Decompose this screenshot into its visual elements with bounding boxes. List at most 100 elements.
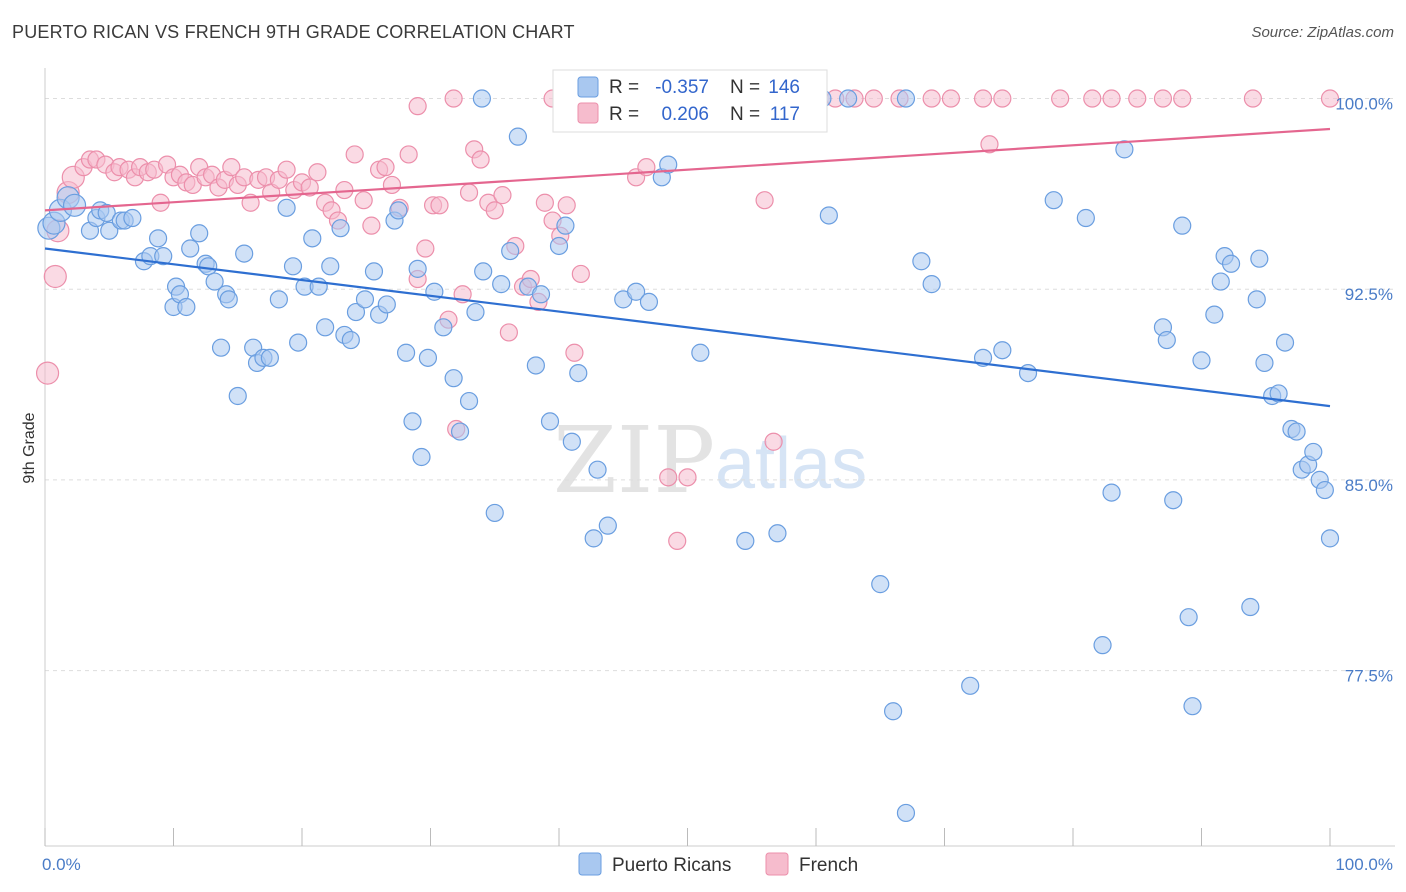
puerto-rican-point-22 — [190, 224, 209, 243]
trend-line-french — [44, 127, 1331, 212]
y-tick-label-1: 85.0% — [1345, 476, 1393, 495]
puerto-rican-point-114 — [1221, 254, 1241, 273]
french-point-38 — [300, 178, 319, 197]
puerto-rican-point-9 — [100, 221, 119, 240]
legend-r-value-1: -0.357 — [655, 77, 709, 98]
french-point-48 — [376, 158, 395, 177]
puerto-rican-point-93 — [912, 252, 931, 271]
puerto-rican-point-126 — [1304, 442, 1323, 462]
puerto-rican-point-72 — [531, 285, 551, 304]
bottom-legend-swatch-puerto-ricans — [578, 852, 602, 876]
bottom-legend-swatch-french — [765, 852, 789, 876]
puerto-rican-point-43 — [321, 257, 340, 276]
puerto-rican-point-97 — [993, 341, 1012, 360]
french-points — [35, 89, 1340, 551]
trend-lines — [44, 127, 1331, 408]
puerto-rican-point-37 — [283, 257, 303, 276]
puerto-rican-point-58 — [418, 348, 438, 367]
puerto-rican-point-68 — [501, 241, 520, 261]
french-point-0 — [35, 361, 60, 385]
french-point-35 — [277, 160, 296, 179]
french-point-107 — [1051, 89, 1070, 108]
french-point-63 — [485, 201, 504, 220]
chart-source: Source: ZipAtlas.com — [1251, 24, 1394, 41]
puerto-rican-point-55 — [403, 412, 422, 431]
french-point-106 — [993, 89, 1012, 108]
puerto-rican-point-130 — [472, 89, 491, 108]
puerto-rican-point-24 — [199, 257, 218, 276]
puerto-rican-point-86 — [691, 343, 710, 362]
french-point-82 — [764, 432, 783, 451]
french-point-64 — [493, 186, 512, 205]
puerto-rican-point-101 — [1093, 636, 1112, 655]
watermark-zip: ZIP — [553, 407, 715, 514]
puerto-rican-point-73 — [540, 412, 560, 431]
french-point-83 — [980, 135, 999, 154]
puerto-rican-point-53 — [389, 201, 408, 220]
puerto-rican-point-112 — [1211, 272, 1230, 291]
puerto-rican-point-65 — [474, 262, 493, 281]
y-tick-label-2: 92.5% — [1345, 285, 1393, 304]
puerto-rican-point-99 — [1044, 191, 1063, 210]
french-point-75 — [571, 264, 590, 284]
bottom-legend-label-french: French — [799, 855, 858, 876]
french-point-78 — [659, 468, 678, 487]
legend: R = -0.357 N = 146 R = 0.206 N = 117 — [552, 69, 828, 133]
french-point-74 — [565, 343, 584, 362]
puerto-rican-point-87 — [736, 531, 755, 551]
puerto-rican-point-94 — [922, 275, 941, 294]
legend-r-value-2: 0.206 — [661, 104, 709, 125]
puerto-rican-point-110 — [1192, 351, 1211, 370]
french-point-104 — [941, 89, 961, 108]
puerto-rican-point-133 — [896, 89, 916, 108]
french-point-112 — [1173, 89, 1192, 108]
legend-n-value-2: 117 — [770, 104, 800, 125]
puerto-rican-point-129 — [1320, 529, 1340, 548]
puerto-rican-point-132 — [839, 89, 858, 108]
chart-title: PUERTO RICAN VS FRENCH 9TH GRADE CORRELA… — [12, 22, 575, 42]
puerto-rican-point-107 — [1173, 216, 1192, 235]
french-point-61 — [471, 150, 490, 169]
puerto-rican-point-60 — [434, 318, 453, 337]
puerto-rican-point-54 — [396, 343, 416, 362]
puerto-rican-point-8 — [97, 203, 116, 223]
puerto-rican-point-42 — [316, 318, 335, 337]
puerto-rican-point-89 — [819, 206, 838, 225]
puerto-rican-point-82 — [626, 282, 646, 301]
puerto-rican-point-20 — [177, 297, 196, 317]
french-point-27 — [222, 158, 241, 177]
french-point-84 — [408, 97, 427, 116]
trend-line-puerto-ricans — [44, 247, 1331, 408]
legend-n-label-2: N = — [730, 104, 760, 125]
puerto-rican-point-64 — [466, 302, 485, 322]
legend-swatch-french — [577, 102, 599, 124]
puerto-rican-points — [37, 89, 1340, 823]
french-point-109 — [1102, 89, 1121, 108]
puerto-rican-point-92 — [896, 803, 916, 823]
puerto-rican-point-25 — [205, 272, 224, 291]
french-point-85 — [444, 89, 463, 108]
french-point-65 — [499, 323, 518, 342]
y-tick-label-0: 77.5% — [1345, 667, 1393, 686]
puerto-rican-point-21 — [181, 239, 200, 258]
french-point-55 — [430, 196, 449, 215]
puerto-rican-point-106 — [1164, 491, 1183, 510]
french-point-53 — [416, 239, 435, 258]
puerto-rican-point-44 — [331, 219, 350, 238]
puerto-rican-point-111 — [1205, 305, 1224, 324]
puerto-rican-point-67 — [492, 275, 511, 294]
french-point-59 — [459, 183, 479, 202]
french-point-73 — [557, 196, 576, 215]
puerto-rican-point-47 — [346, 302, 366, 322]
watermark-atlas: atlas — [715, 424, 867, 504]
puerto-rican-point-128 — [1315, 480, 1334, 500]
y-axis-label: 9th Grade — [21, 412, 38, 483]
puerto-rican-point-117 — [1250, 249, 1269, 268]
french-point-70 — [535, 193, 554, 212]
puerto-rican-point-51 — [377, 295, 396, 314]
puerto-rican-point-56 — [408, 259, 427, 278]
legend-box — [552, 69, 828, 133]
french-point-45 — [354, 191, 373, 210]
french-point-114 — [1320, 89, 1340, 108]
puerto-rican-point-95 — [961, 676, 980, 695]
